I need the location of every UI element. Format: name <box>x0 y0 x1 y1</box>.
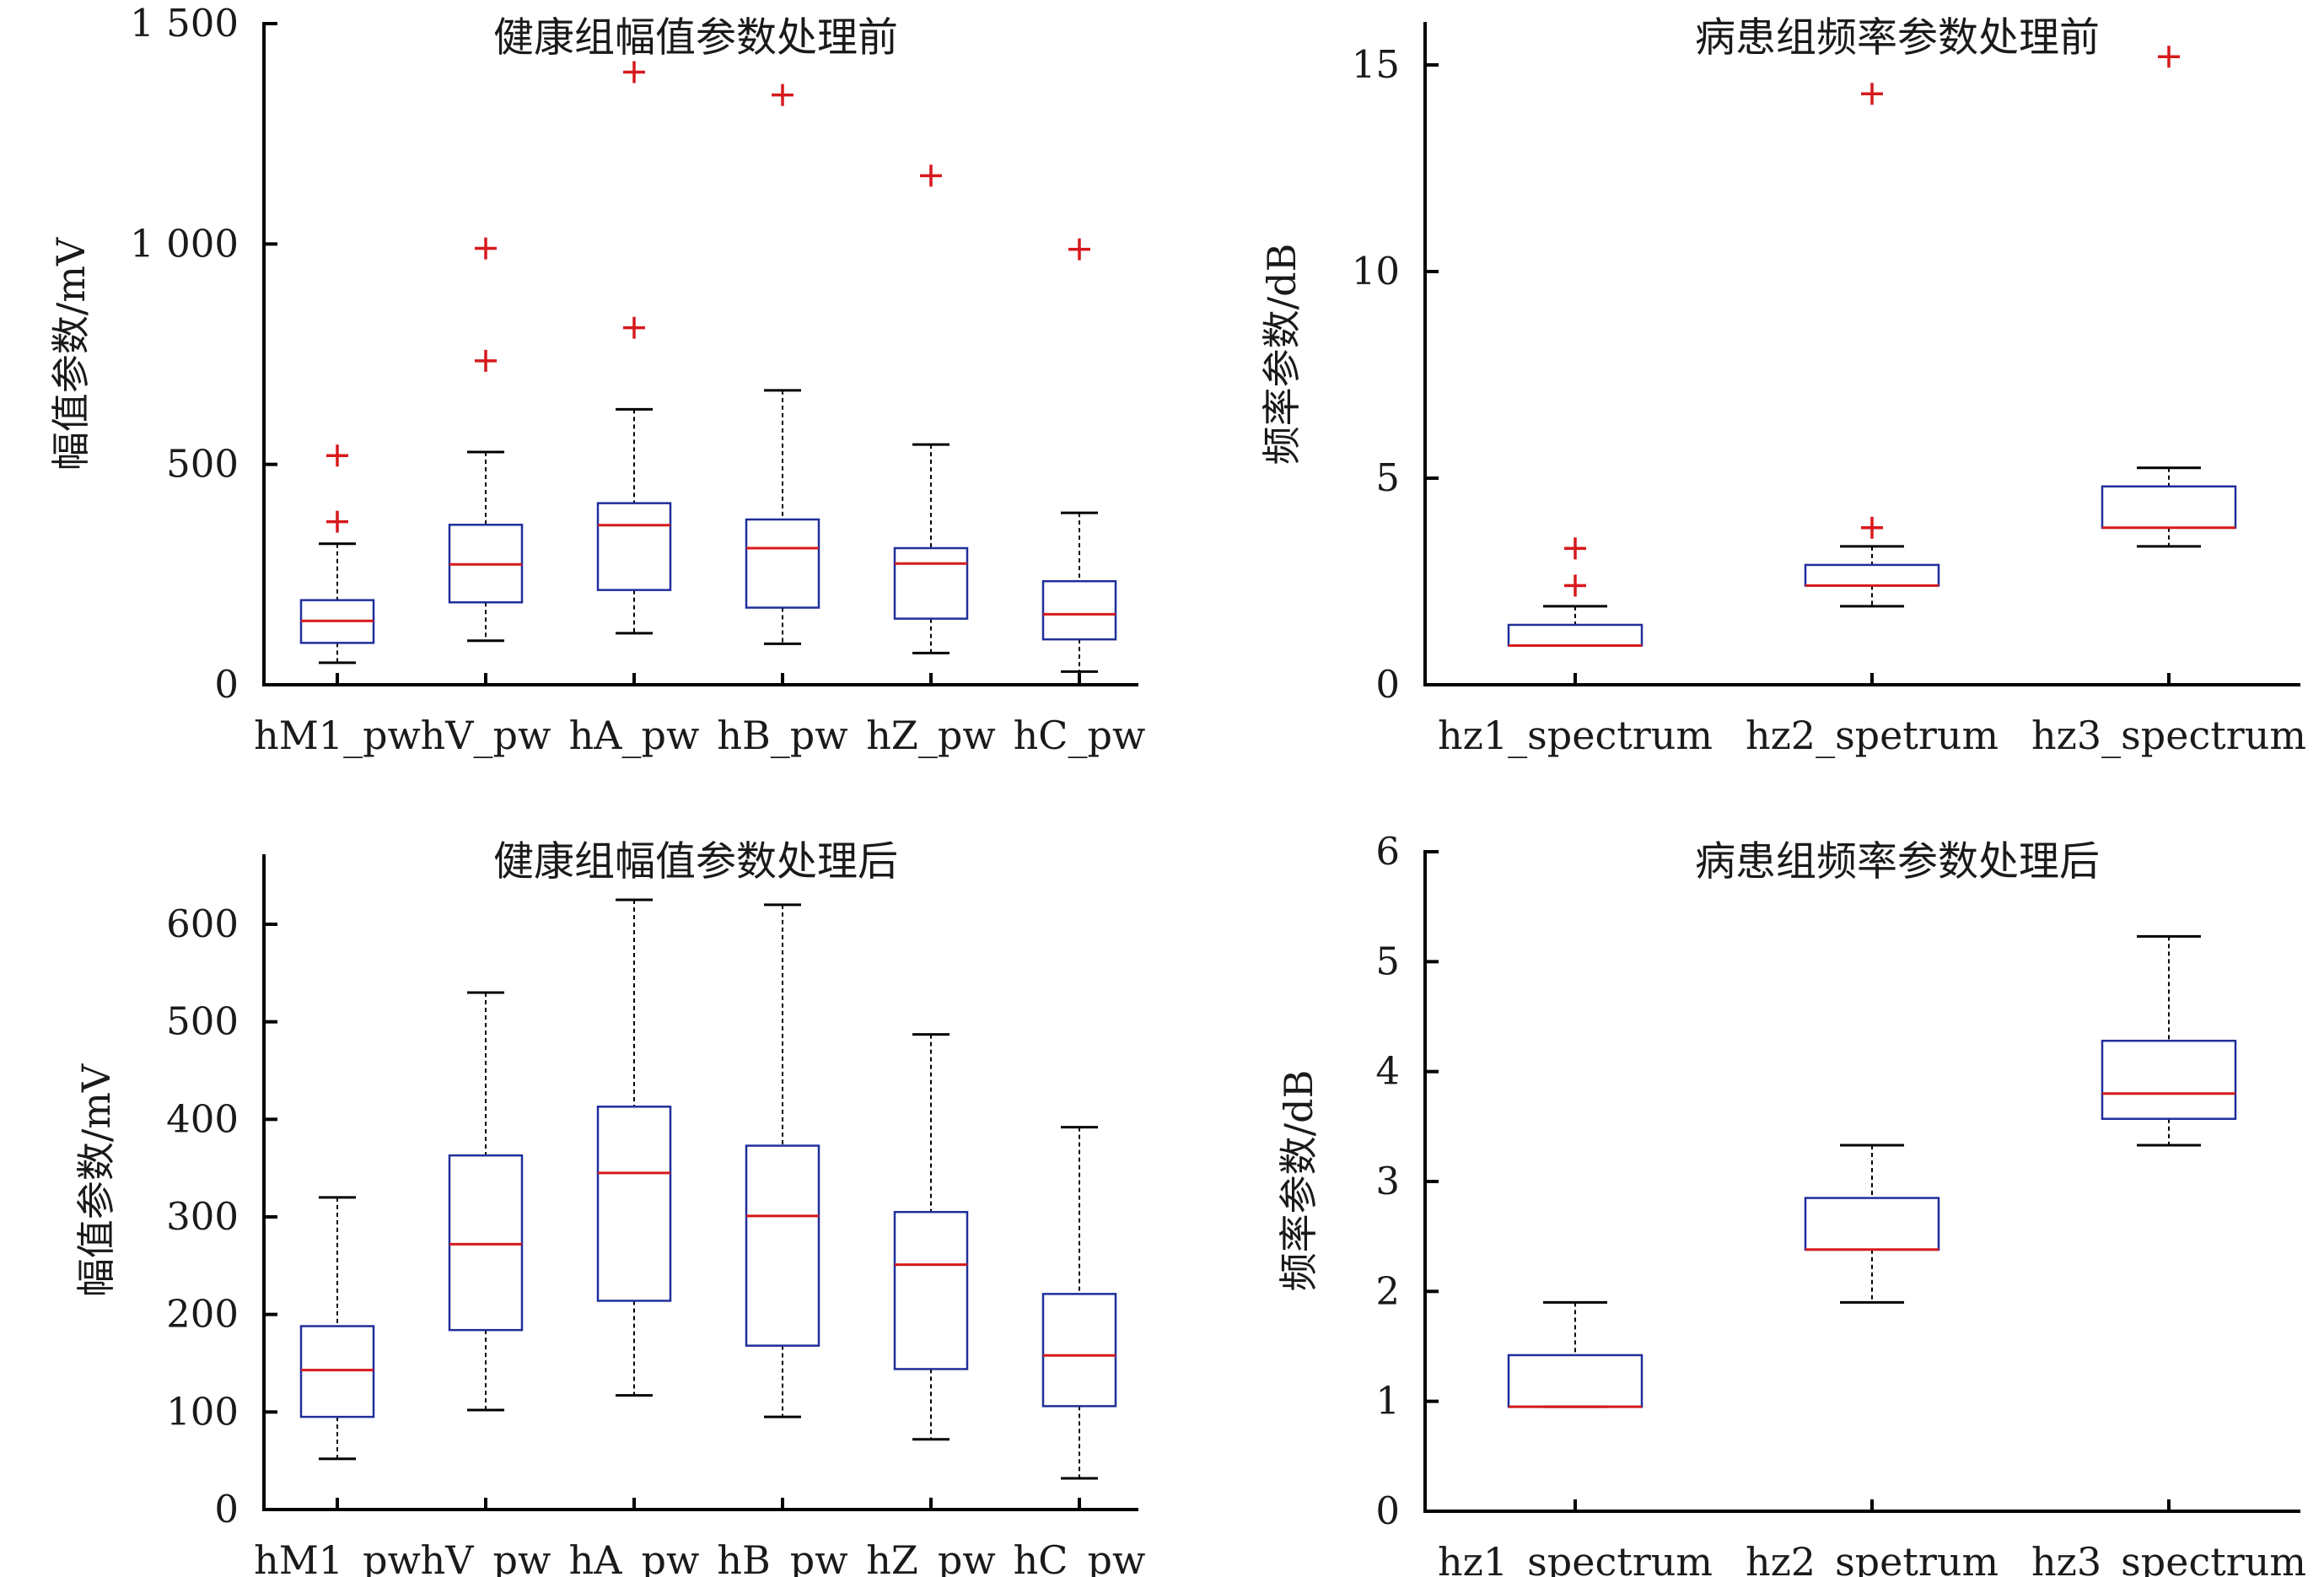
y-tick-label: 300 <box>166 1194 239 1239</box>
y-tick-label: 5 <box>1375 939 1400 983</box>
y-tick-label: 200 <box>166 1292 239 1337</box>
box <box>596 502 672 591</box>
box <box>893 546 969 620</box>
outlier-marker <box>1861 516 1883 539</box>
y-tick-label: 100 <box>166 1389 239 1434</box>
outlier-marker <box>772 83 793 106</box>
box <box>2101 1039 2237 1120</box>
box <box>2101 485 2237 530</box>
y-tick-label: 1 500 <box>130 1 239 46</box>
box <box>448 1154 524 1332</box>
outlier-marker <box>475 349 497 372</box>
y-tick-label: 400 <box>166 1096 239 1141</box>
box <box>1041 1293 1117 1407</box>
panel-patient-frequency-after: 0 1 2 3 4 5 6 hz1_spectrum hz2_spetrum hz3_spectr… <box>1276 829 2306 1577</box>
y-axis-label: 频率参数/dB <box>1276 1070 1321 1292</box>
x-tick-label: hA_pw <box>569 713 700 758</box>
y-tick-label: 5 <box>1375 455 1400 500</box>
x-tick-label: hz1_spectrum <box>1438 1539 1713 1577</box>
y-tick-label: 500 <box>166 999 239 1044</box>
y-tick-label: 0 <box>1375 662 1400 707</box>
y-tick-label: 10 <box>1352 249 1400 293</box>
box <box>1041 579 1117 641</box>
y-tick-label: 3 <box>1375 1159 1400 1203</box>
box <box>1507 623 1643 647</box>
y-tick-label: 1 000 <box>130 221 239 266</box>
box <box>745 518 820 609</box>
outlier-marker <box>2158 46 2180 68</box>
outlier-marker <box>623 316 645 339</box>
outlier-marker <box>475 237 497 260</box>
box <box>1507 1354 1643 1408</box>
x-tick-label: hV_pw <box>421 1537 551 1577</box>
y-tick-label: 4 <box>1375 1049 1400 1094</box>
x-tick-label: hz2_spetrum <box>1746 1539 1999 1577</box>
panel-patient-frequency-before: 0 5 10 15 hz1_spectrum hz2_spetrum hz3_spectru… <box>1259 14 2306 759</box>
panel-healthy-amplitude-after: 0 100 200 300 400 500 600 hM1_pw hV_pw hA_pw hB_pw… <box>73 838 1145 1577</box>
y-tick-label: 0 <box>1375 1488 1400 1533</box>
box <box>893 1210 969 1370</box>
outlier-marker <box>623 61 645 83</box>
x-tick-label: hM1_pw <box>254 713 421 758</box>
outlier-marker <box>1861 83 1883 105</box>
chart-title: 病患组频率参数处理后 <box>1695 838 2100 885</box>
x-tick-label: hz2_spetrum <box>1746 713 1999 758</box>
outlier-marker <box>326 510 348 533</box>
y-tick-label: 600 <box>166 902 239 946</box>
x-tick-label: hB_pw <box>717 713 847 758</box>
y-axis-label: 幅值参数/mV <box>73 1063 119 1297</box>
x-tick-label: hM1_pw <box>254 1537 421 1577</box>
y-tick-label: 500 <box>166 442 239 487</box>
x-tick-label: hz3_spectrum <box>2031 1539 2306 1577</box>
box <box>596 1106 672 1302</box>
chart-title: 健康组幅值参数处理前 <box>493 14 898 62</box>
box <box>745 1144 820 1347</box>
box <box>1804 563 1940 587</box>
y-tick-label: 1 <box>1375 1379 1400 1424</box>
box <box>299 1325 375 1418</box>
panel-healthy-amplitude-before: 0 500 1 000 1 500 hM1_pw hV_pw hA_pw hB_pw hZ_pw… <box>48 1 1145 758</box>
chart-title: 健康组幅值参数处理后 <box>493 838 898 885</box>
x-tick-label: hB_pw <box>717 1537 847 1577</box>
chart-title: 病患组频率参数处理前 <box>1695 14 2100 62</box>
y-tick-label: 15 <box>1352 42 1400 87</box>
outlier-marker <box>920 164 942 187</box>
outlier-marker <box>1068 238 1090 261</box>
x-tick-label: hZ_pw <box>866 713 995 758</box>
x-tick-label: hz1_spectrum <box>1438 713 1713 758</box>
outlier-marker <box>326 444 348 467</box>
outlier-marker <box>1564 537 1586 560</box>
y-tick-label: 2 <box>1375 1268 1400 1313</box>
x-tick-label: hC_pw <box>1014 1537 1146 1577</box>
y-axis-label: 频率参数/dB <box>1259 244 1305 466</box>
box <box>1804 1197 1940 1251</box>
x-tick-label: hZ_pw <box>866 1537 995 1577</box>
y-tick-label: 0 <box>214 1487 239 1531</box>
outlier-marker <box>1564 574 1586 597</box>
y-tick-label: 0 <box>214 662 239 707</box>
y-tick-label: 6 <box>1375 829 1400 874</box>
x-tick-label: hC_pw <box>1014 713 1146 758</box>
x-tick-label: hA_pw <box>569 1537 700 1577</box>
x-tick-label: hV_pw <box>421 713 551 758</box>
y-axis-label: 幅值参数/mV <box>48 237 94 471</box>
x-tick-label: hz3_spectrum <box>2031 713 2306 758</box>
